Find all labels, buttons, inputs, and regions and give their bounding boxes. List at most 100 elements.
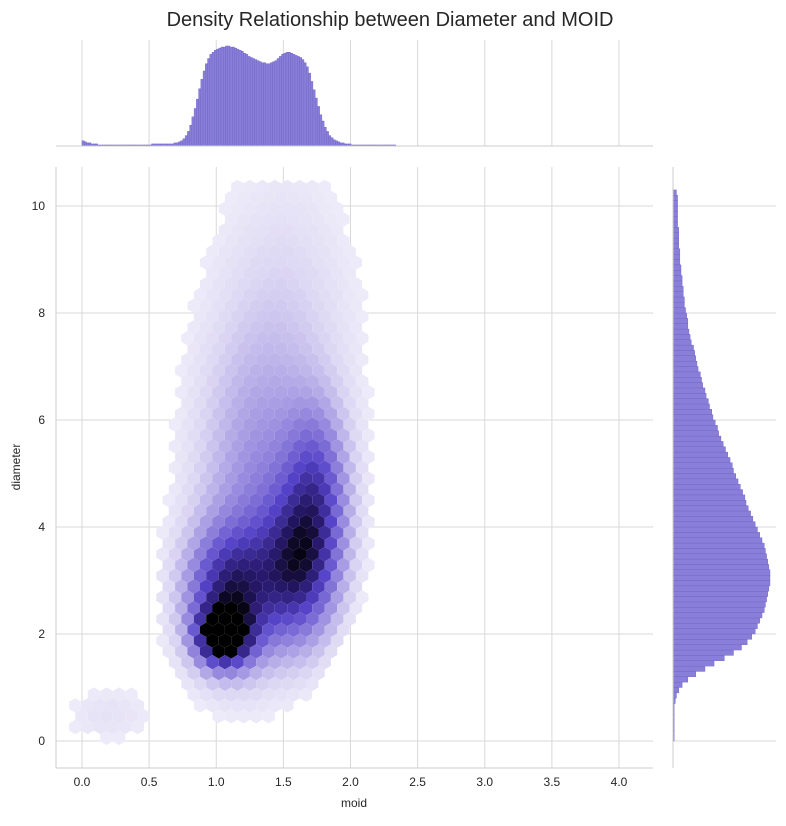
hexbin-cell — [299, 363, 313, 378]
right-hist-bar — [672, 494, 746, 501]
hexbin-cell — [287, 363, 300, 378]
top-hist-bar — [236, 48, 240, 147]
right-hist-bar — [672, 441, 724, 447]
hexbin-cell — [312, 622, 325, 637]
hexbin-cell — [349, 385, 363, 400]
hexbin-cell — [100, 730, 113, 745]
hexbin-cell — [349, 255, 363, 270]
hexbin-cell — [274, 212, 288, 227]
hexbin-cell — [293, 179, 306, 195]
hexbin-cell — [168, 655, 182, 670]
hexbin-cell — [224, 471, 238, 486]
hexbin-cell — [337, 255, 350, 270]
hexbin-cell — [299, 644, 313, 659]
hexbin-cell — [193, 590, 207, 605]
hexbin-cell — [224, 233, 238, 249]
hexbin-cell — [256, 309, 269, 324]
hexbin-cell — [330, 309, 344, 324]
right-hist-bar — [672, 435, 722, 442]
hexbin-cell — [281, 482, 294, 497]
hexbin-cell — [193, 611, 207, 627]
hexbin-cell — [237, 536, 250, 551]
hexbin-cell — [262, 665, 275, 681]
hexbin-cell — [218, 698, 232, 713]
hexbin-cell — [193, 547, 207, 562]
top-hist-bar — [272, 61, 276, 147]
hexbin-cell — [312, 320, 325, 335]
hexbin-cell — [287, 557, 300, 573]
hexbin-cell — [249, 536, 263, 551]
hexbin-cell — [324, 493, 338, 508]
hexbin-cell — [337, 514, 350, 529]
hexbin-cell — [200, 363, 213, 378]
hexbin-cell — [224, 665, 238, 681]
top-hist-bar — [196, 98, 199, 147]
hexbin-cell — [349, 406, 363, 421]
hexbin-cell — [249, 665, 263, 681]
top-hist-bar — [292, 54, 296, 147]
hexbin-cell — [193, 374, 207, 389]
hexbin-cell — [343, 352, 356, 367]
hexbin-cell — [231, 633, 244, 648]
hexbin-cell — [206, 395, 219, 411]
right-hist-bar — [672, 451, 728, 458]
top-hist-bar — [317, 106, 320, 147]
hexbin-cell — [249, 385, 263, 400]
hexbin-cell — [262, 536, 275, 551]
hexbin-cell — [287, 341, 300, 357]
hexbin-cell — [268, 439, 282, 454]
hexbin-cell — [243, 568, 257, 583]
hexbin-cell — [287, 233, 300, 249]
right-hist-bar — [672, 221, 678, 228]
hexbin-cell — [262, 212, 275, 227]
right-hist-bar — [672, 633, 752, 640]
hexbin-cell — [224, 406, 238, 421]
hexbin-cell — [75, 709, 88, 724]
hexbin-cell — [324, 622, 338, 637]
hexbin-cell — [193, 287, 207, 303]
hexbin-cell — [181, 633, 194, 648]
hexbin-cell — [168, 482, 182, 497]
hexbin-cell — [212, 514, 225, 529]
hexbin-cell — [249, 493, 263, 508]
hexbin-cell — [243, 287, 257, 303]
hexbin-cell — [193, 309, 207, 324]
hexbin-cell — [181, 655, 194, 670]
hexbin-cell — [330, 439, 344, 454]
top-hist-bar — [308, 72, 311, 147]
hexbin-cell — [162, 644, 176, 659]
hexbin-cell — [193, 460, 207, 475]
hexbin-cell — [362, 493, 375, 508]
hexbin-cell — [224, 557, 238, 573]
hexbin-cell — [212, 622, 225, 637]
hexbin-cell — [343, 611, 356, 627]
hexbin-cell — [231, 352, 244, 367]
hexbin-cell — [355, 352, 369, 367]
y-tick-label: 6 — [38, 413, 45, 427]
right-hist-bar — [672, 612, 763, 619]
hexbin-cell — [156, 547, 169, 562]
hexbin-cell — [243, 223, 257, 238]
hexbin-cell — [324, 385, 338, 400]
hexbin-cell — [287, 601, 300, 616]
hexbin-cell — [306, 201, 319, 216]
hexbin-cell — [243, 590, 257, 605]
hexbin-cell — [125, 709, 138, 724]
hexbin-cell — [312, 406, 325, 421]
hexbin-cell — [231, 611, 244, 627]
hexbin-cell — [312, 190, 325, 205]
hexbin-cell — [200, 514, 213, 529]
hexbin-cell — [299, 190, 313, 205]
top-hist-bar — [279, 56, 282, 147]
hexbin-cell — [268, 590, 282, 605]
hexbin-cell — [249, 212, 263, 227]
right-hist-bar — [672, 232, 679, 239]
hexbin-cell — [231, 331, 244, 346]
hexbin-cell — [330, 287, 344, 303]
hexbin-cell — [306, 331, 319, 346]
hexbin-cell — [274, 687, 288, 702]
right-hist-bar — [672, 350, 695, 357]
hexbin-cell — [349, 536, 363, 551]
hexbin-cell — [268, 568, 282, 583]
top-hist-bar — [229, 46, 233, 147]
